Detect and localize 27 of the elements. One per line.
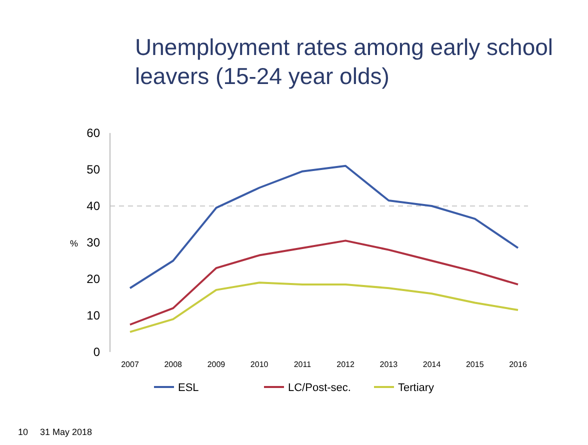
x-tick-label: 2015 (466, 360, 484, 369)
legend-label: ESL (178, 382, 199, 394)
y-tick-label: 60 (86, 126, 100, 140)
line-series (129, 240, 519, 326)
text: 31 May 2018 (40, 427, 92, 437)
y-axis-title: % (70, 238, 78, 248)
line-series (129, 282, 519, 333)
x-tick-label: 2008 (164, 360, 183, 369)
x-tick-label: 2011 (294, 360, 312, 369)
y-tick-label: 20 (86, 272, 100, 286)
y-tick-label: 40 (86, 199, 100, 213)
y-tick-label: 10 (86, 308, 100, 322)
y-tick-label: 30 (86, 236, 100, 250)
legend-label: Tertiary (398, 382, 435, 394)
y-tick-label: 50 (86, 162, 100, 176)
x-tick-label: 2016 (509, 360, 528, 369)
y-tick-label: 0 (93, 345, 100, 359)
x-tick-label: 2014 (422, 360, 442, 369)
chart-title: Unemployment rates among early school leavers (15-24 year olds) (135, 34, 554, 89)
x-tick-label: 2013 (380, 360, 398, 369)
text: 10 (18, 427, 28, 437)
legend-label: LC/Post-sec. (288, 382, 351, 394)
line-series (129, 164, 519, 290)
x-tick-label: 2009 (207, 360, 226, 369)
x-tick-label: 2012 (336, 360, 356, 369)
x-tick-label: 2007 (121, 360, 140, 369)
x-tick-label: 2010 (250, 360, 269, 369)
